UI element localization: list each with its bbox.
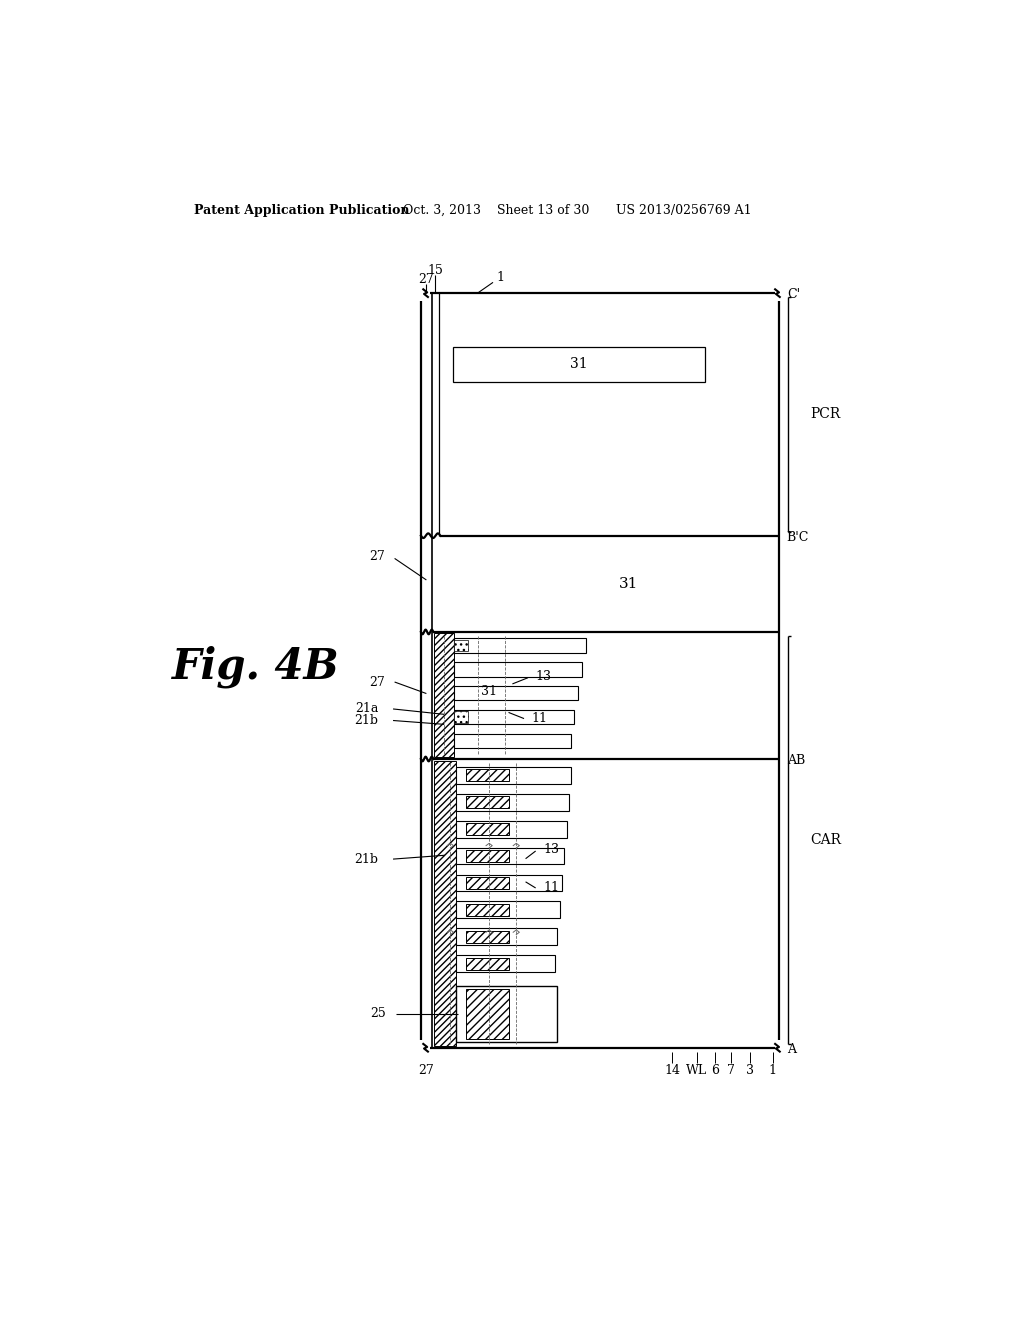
Text: 13: 13 [536, 669, 552, 682]
Bar [455, 734, 570, 748]
Text: 27: 27 [419, 273, 434, 286]
Text: 1: 1 [497, 271, 505, 284]
Text: 27: 27 [370, 550, 385, 564]
Text: PCR: PCR [810, 408, 841, 421]
Text: 3: 3 [745, 1064, 754, 1077]
Text: 11: 11 [531, 711, 548, 725]
Bar [466, 850, 509, 862]
Bar [434, 634, 455, 758]
Bar [455, 638, 586, 653]
Bar [466, 904, 509, 916]
Text: 6: 6 [712, 1064, 720, 1077]
Text: 25: 25 [371, 1007, 386, 1020]
Text: 27: 27 [370, 676, 385, 689]
Text: CAR: CAR [810, 833, 841, 847]
Bar [455, 711, 468, 723]
Text: 31: 31 [481, 685, 498, 698]
Text: 21b: 21b [354, 853, 378, 866]
Text: 1: 1 [769, 1064, 777, 1077]
Bar [466, 931, 509, 942]
Bar [466, 876, 509, 890]
Text: 15: 15 [427, 264, 442, 277]
Bar [456, 767, 571, 784]
Bar [453, 347, 706, 381]
Text: A: A [786, 1043, 796, 1056]
Bar [455, 710, 574, 725]
Text: 11: 11 [544, 882, 559, 895]
Text: US 2013/0256769 A1: US 2013/0256769 A1 [616, 205, 752, 218]
Bar [455, 686, 579, 701]
Bar [434, 760, 456, 1047]
Bar [456, 821, 566, 838]
Bar [466, 770, 509, 781]
Bar [466, 958, 509, 970]
Text: Patent Application Publication: Patent Application Publication [194, 205, 410, 218]
Bar [456, 847, 564, 865]
Bar [455, 640, 468, 651]
Bar [456, 793, 569, 810]
Text: C': C' [786, 288, 800, 301]
Text: Oct. 3, 2013    Sheet 13 of 30: Oct. 3, 2013 Sheet 13 of 30 [403, 205, 590, 218]
Text: 27: 27 [419, 1064, 434, 1077]
Bar [466, 822, 509, 836]
Bar [456, 986, 557, 1041]
Text: 31: 31 [570, 358, 588, 371]
Bar [456, 928, 557, 945]
Text: 7: 7 [727, 1064, 735, 1077]
Text: 31: 31 [618, 577, 638, 591]
Bar [456, 956, 555, 973]
Bar [466, 796, 509, 808]
Text: 14: 14 [664, 1064, 680, 1077]
Text: 21a: 21a [355, 702, 378, 715]
Text: 13: 13 [544, 843, 559, 855]
Bar [456, 874, 562, 891]
Text: Fig. 4B: Fig. 4B [172, 645, 340, 688]
Text: AB: AB [786, 754, 805, 767]
Bar [456, 902, 560, 919]
Text: WL: WL [686, 1064, 708, 1077]
Text: 21b: 21b [354, 714, 378, 727]
Bar [455, 663, 583, 677]
Text: B'C: B'C [786, 531, 809, 544]
Bar [466, 989, 509, 1039]
